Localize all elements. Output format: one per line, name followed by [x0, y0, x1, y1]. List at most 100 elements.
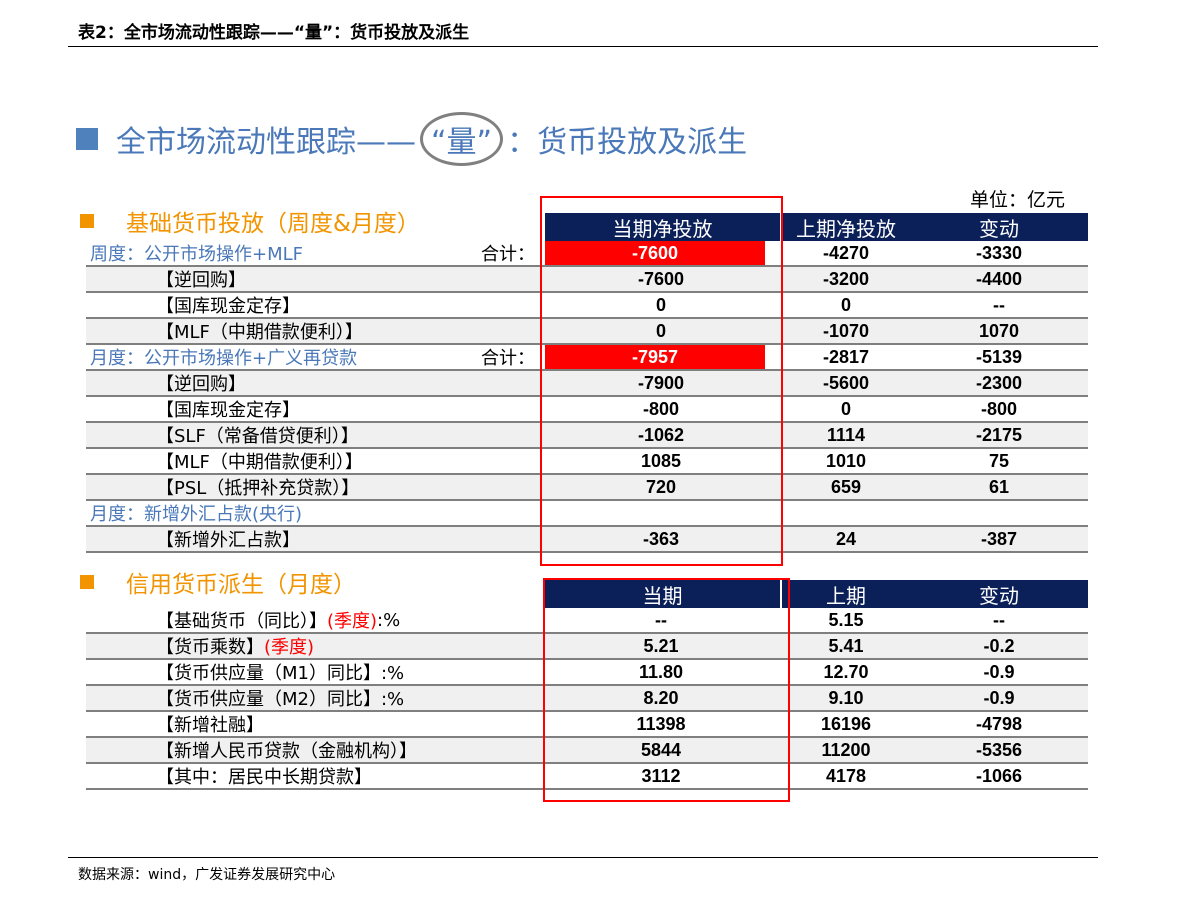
highlight-box [540, 196, 783, 566]
row-label: 【其中：居民中长期贷款】 [86, 764, 540, 788]
column-header: 变动 [910, 580, 1088, 608]
row-label: 月度：新增外汇占款(央行) [86, 501, 540, 525]
change-value: -- [993, 294, 1005, 315]
column-header: 变动 [910, 213, 1088, 241]
previous-value: -4270 [822, 242, 870, 263]
current-value: 0 [655, 320, 666, 341]
change-value: -0.9 [983, 687, 1015, 708]
change-value: -4798 [975, 713, 1023, 734]
row-label: 【逆回购】 [86, 267, 540, 291]
table-row: 月度：新增外汇占款(央行) [86, 501, 1088, 527]
section1-title: 基础货币投放（周度&月度） [80, 204, 420, 238]
section1-title-text: 基础货币投放（周度&月度） [126, 211, 420, 237]
change-value: -- [993, 609, 1005, 630]
row-label: 【货币供应量（M1）同比】:% [86, 660, 540, 684]
slide-title-after: ：货币投放及派生 [507, 125, 748, 160]
change-value: -2175 [975, 424, 1023, 445]
row-label-text: 【PSL（抵押补充贷款）】 [156, 478, 360, 499]
row-label: 【货币供应量（M2）同比】:% [86, 686, 540, 710]
previous-value: -3200 [822, 268, 870, 289]
current-value: 11398 [636, 713, 686, 734]
table-row: 【新增社融】 11398 16196 -4798 [86, 712, 1088, 738]
current-value: 0 [655, 294, 666, 315]
change-value: 1070 [978, 320, 1020, 341]
row-label-text: 【MLF（中期借款便利）】 [156, 322, 363, 343]
change-value: 61 [988, 476, 1010, 497]
section2-title: 信用货币派生（月度） [80, 565, 356, 599]
change-value: -4400 [975, 268, 1023, 289]
previous-value: 659 [830, 476, 862, 497]
table-row: 周度：公开市场操作+MLF 合计： -7600 -4270 -3330 [86, 241, 1088, 267]
row-label: 【SLF（常备借贷便利）】 [86, 423, 540, 447]
row-label: 【新增人民币贷款（金融机构）】 [86, 738, 540, 762]
divider [68, 857, 1098, 858]
table-row: 【国库现金定存】 -800 0 -800 [86, 397, 1088, 423]
row-label: 【基础货币（同比）】 (季度):% [86, 608, 540, 633]
row-label: 【国库现金定存】 [86, 293, 540, 317]
change-value: -5139 [975, 346, 1023, 367]
change-value: -5356 [975, 739, 1023, 760]
previous-value [782, 501, 910, 525]
current-value: 1085 [640, 450, 682, 471]
row-label-text: 【货币供应量（M1）同比】:% [156, 663, 405, 684]
table-row: 【其中：居民中长期贷款】 3112 4178 -1066 [86, 764, 1088, 790]
row-label-text: 【国库现金定存】 [156, 400, 300, 421]
row-label-text: 月度：公开市场操作+广义再贷款 [90, 348, 358, 369]
table-row: 【逆回购】 -7900 -5600 -2300 [86, 371, 1088, 397]
column-header: 当期净投放 [545, 213, 780, 241]
change-value: -0.9 [983, 661, 1015, 682]
previous-value: 4178 [825, 765, 867, 786]
row-label-text: 月度：新增外汇占款(央行) [90, 504, 303, 525]
current-value: -1062 [637, 424, 685, 445]
row-label-text: 【MLF（中期借款便利）】 [156, 452, 363, 473]
source-note: 数据来源：wind，广发证券发展研究中心 [78, 867, 336, 883]
table-row: 【新增人民币贷款（金融机构）】 5844 11200 -5356 [86, 738, 1088, 764]
current-value: 720 [645, 476, 677, 497]
current-value: -7600 [545, 241, 765, 265]
previous-value: 12.70 [823, 661, 869, 682]
row-label-text: 【逆回购】 [156, 270, 246, 291]
unit-label: 单位：亿元 [970, 189, 1066, 211]
previous-value: 11200 [821, 739, 871, 760]
current-value: -- [655, 609, 667, 630]
change-value: -387 [980, 528, 1018, 549]
previous-value: 0 [840, 398, 851, 419]
square-bullet-icon [76, 128, 98, 150]
sum-label: 合计： [481, 244, 535, 265]
previous-value: -1070 [822, 320, 870, 341]
row-note: (季度) [264, 637, 315, 658]
column-header: 上期净投放 [782, 213, 910, 241]
previous-value: 5.41 [828, 635, 864, 656]
table-row: 【货币供应量（M1）同比】:% 11.80 12.70 -0.9 [86, 660, 1088, 686]
table-row: 【货币供应量（M2）同比】:% 8.20 9.10 -0.9 [86, 686, 1088, 712]
change-value: -0.2 [983, 635, 1015, 656]
previous-value: -2817 [822, 346, 870, 367]
table-row: 【PSL（抵押补充贷款）】 720 659 61 [86, 475, 1088, 501]
page-title: 表2：全市场流动性跟踪——“量”：货币投放及派生 [78, 23, 470, 43]
current-value: 11.80 [638, 661, 684, 682]
divider [68, 46, 1098, 47]
previous-value: 9.10 [828, 687, 864, 708]
row-label: 【货币乘数】 (季度) [86, 634, 540, 658]
table-row: 【SLF（常备借贷便利）】 -1062 1114 -2175 [86, 423, 1088, 449]
sum-label: 合计： [481, 348, 535, 369]
column-header: 上期 [782, 580, 910, 608]
row-note: (季度) [327, 611, 378, 632]
row-label-text: 【国库现金定存】 [156, 296, 300, 317]
slide-title-circled: “量” [420, 112, 504, 166]
previous-value: 5.15 [828, 609, 864, 630]
section2-title-text: 信用货币派生（月度） [126, 572, 356, 598]
table-row: 【MLF（中期借款便利）】 0 -1070 1070 [86, 319, 1088, 345]
column-header: 当期 [545, 580, 780, 608]
row-label: 【MLF（中期借款便利）】 [86, 319, 540, 343]
current-value: -7900 [637, 372, 685, 393]
table-row: 【基础货币（同比）】 (季度):% -- 5.15 -- [86, 608, 1088, 634]
previous-value: 0 [840, 294, 851, 315]
current-value: -363 [642, 528, 680, 549]
row-label: 【MLF（中期借款便利）】 [86, 449, 540, 473]
change-value [910, 501, 1088, 525]
current-value: 5.21 [643, 635, 679, 656]
current-value: -7957 [545, 345, 765, 369]
change-value: -3330 [975, 242, 1023, 263]
table-row: 月度：公开市场操作+广义再贷款 合计： -7957 -2817 -5139 [86, 345, 1088, 371]
